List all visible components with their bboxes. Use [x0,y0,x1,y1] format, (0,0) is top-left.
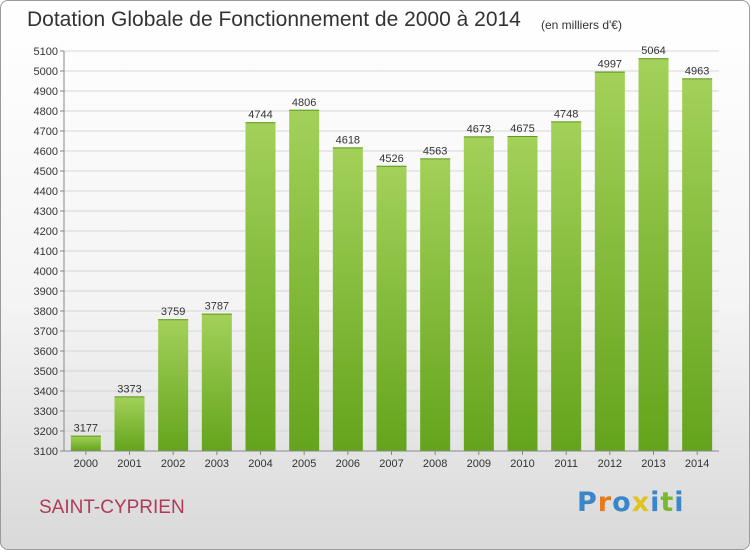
y-tick-label: 3900 [34,286,58,298]
value-label-2014: 4963 [685,65,709,77]
bar-2003 [201,313,232,451]
x-tick-label-2002: 2002 [161,458,185,470]
x-tick-label-2007: 2007 [379,458,403,470]
bar-2007 [376,165,407,452]
commune-name: SAINT-CYPRIEN [39,497,185,518]
value-label-2004: 4744 [248,109,272,121]
value-label-2003: 3787 [205,301,229,313]
value-label-2006: 4618 [336,134,360,146]
value-label-2013: 5064 [641,45,665,57]
bar-2000 [70,435,101,451]
unit-label: (en milliers d'€) [541,18,622,32]
value-label-2000: 3177 [74,423,98,435]
bar-2001 [114,396,145,451]
y-tick-label: 4800 [34,106,58,118]
x-tick-label-2006: 2006 [336,458,360,470]
y-tick-label: 3500 [34,366,58,378]
y-tick-label: 3400 [34,386,58,398]
logo-letter: P [577,487,598,518]
x-tick-label-2013: 2013 [641,458,665,470]
y-tick-label: 4500 [34,166,58,178]
y-tick-label: 4600 [34,146,58,158]
logo-letter: t [660,487,675,518]
x-tick-label-2004: 2004 [248,458,272,470]
x-tick-label-2001: 2001 [117,458,141,470]
value-label-2007: 4526 [379,153,403,165]
x-tick-label-2005: 2005 [292,458,316,470]
y-tick-label: 3800 [34,306,58,318]
y-tick-label: 4700 [34,126,58,138]
bar-2008 [420,158,451,451]
x-tick-label-2014: 2014 [685,458,709,470]
bar-2002 [158,319,189,451]
value-label-2002: 3759 [161,306,185,318]
value-label-2008: 4563 [423,145,447,157]
value-label-2011: 4748 [554,108,578,120]
bar-2011 [551,121,582,452]
y-tick-label: 4300 [34,206,58,218]
bar-2006 [332,147,363,451]
bar-2009 [463,136,494,451]
y-tick-label: 4900 [34,86,58,98]
x-tick-label-2012: 2012 [598,458,622,470]
y-tick-label: 3200 [34,426,58,438]
value-label-2001: 3373 [117,383,141,395]
y-tick-label: 4100 [34,246,58,258]
y-tick-label: 3700 [34,326,58,338]
logo-letter: x [631,487,651,518]
logo-letter: o [612,487,632,518]
y-tick-label: 4000 [34,266,58,278]
x-tick-label-2009: 2009 [467,458,491,470]
logo-letter: i [650,487,661,518]
x-tick-label-2003: 2003 [205,458,229,470]
chart-title: Dotation Globale de Fonctionnement de 20… [27,8,521,31]
x-tick-label-2011: 2011 [554,458,578,470]
x-tick-label-2010: 2010 [510,458,534,470]
bar-2012 [594,71,625,451]
y-tick-label: 5000 [34,66,58,78]
bar-2013 [638,58,669,451]
y-tick-label: 4400 [34,186,58,198]
x-tick-label-2000: 2000 [74,458,98,470]
bar-2014 [682,78,713,452]
y-tick-label: 3600 [34,346,58,358]
value-label-2012: 4997 [598,59,622,71]
proxiti-logo: Proxiti [577,487,685,518]
y-tick-label: 3100 [34,446,58,458]
y-tick-label: 3300 [34,406,58,418]
value-label-2009: 4673 [467,123,491,135]
y-tick-label: 5100 [34,46,58,58]
bar-2004 [245,122,276,451]
value-label-2010: 4675 [510,123,534,135]
x-tick-label-2008: 2008 [423,458,447,470]
bar-2005 [289,109,320,452]
logo-letter: r [597,487,613,518]
y-tick-label: 4200 [34,226,58,238]
value-label-2005: 4806 [292,97,316,109]
bar-2010 [507,136,538,451]
logo-letter: i [674,487,685,518]
